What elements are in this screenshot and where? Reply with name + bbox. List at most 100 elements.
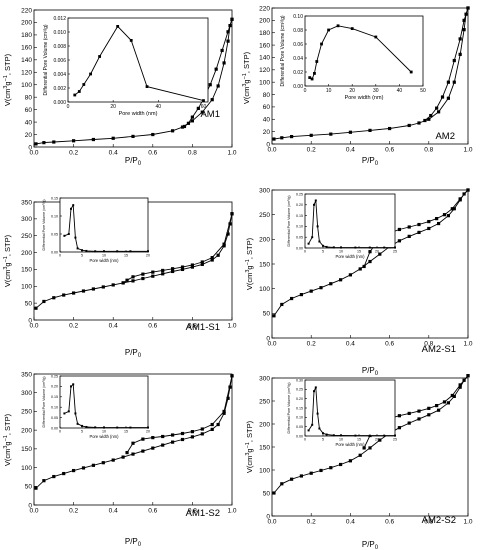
chart-panel: 0.0 0.2 0.4 0.6 0.8 1.00204060801001201401601… [242, 5, 473, 167]
inset-x-tick-label: 5 [322, 250, 324, 254]
data-point [458, 197, 462, 201]
data-point [182, 124, 187, 129]
y-tick-label: 200 [259, 421, 270, 428]
inset-data-point [81, 249, 83, 252]
data-point [190, 435, 194, 439]
data-point [407, 411, 411, 416]
data-point [440, 95, 445, 99]
inset-data-point [316, 412, 319, 415]
inset-x-tick-label: 10 [339, 438, 343, 442]
inset-data-point [307, 242, 310, 245]
data-point [466, 188, 470, 192]
x-tick-label: 0.8 [424, 519, 433, 526]
chart-panel: 0.0 0.2 0.4 0.6 0.8 1.00204060801001201401601… [3, 7, 237, 167]
y-axis-label-part: V(cm [242, 87, 251, 105]
data-point [42, 299, 46, 304]
inset-data-point [313, 203, 315, 206]
inset-data-point [327, 28, 330, 32]
inset-data-point [314, 386, 317, 389]
chart-panel: 0.0 0.2 0.4 0.6 0.8 1.0050100150200250300350P… [3, 371, 237, 548]
y-tick-label: 100 [21, 465, 32, 472]
inset-chart: 0 5 10 15 20 0.00 0.05 0.10 0.15 0.20 0.25 Pore wid… [42, 374, 150, 439]
data-point [196, 106, 200, 110]
data-point [466, 6, 470, 10]
inset-y-tick-label: 0.25 [51, 374, 58, 378]
data-point [429, 113, 433, 118]
data-point [171, 267, 175, 271]
y-tick-label: 140 [21, 57, 32, 64]
inset-chart: 0 20 40 60 0.000 0.002 0.004 0.006 0.008 0.010 0.0… [43, 16, 209, 117]
data-point [280, 482, 284, 486]
data-point [442, 213, 447, 217]
y-axis-label-superscript: 3 [245, 270, 251, 273]
x-axis-label-subscript: 0 [375, 371, 379, 377]
inset-x-tick-label: 15 [357, 250, 361, 254]
data-point [450, 393, 454, 398]
x-tick-label: 0.4 [109, 150, 118, 157]
data-point [190, 115, 194, 119]
y-axis-label-part: , STP) [3, 413, 12, 435]
data-point [407, 234, 411, 238]
data-point [72, 291, 76, 295]
inset-data-point [74, 412, 77, 415]
y-axis-label-part: g [3, 81, 12, 85]
inset-data-point [340, 246, 342, 249]
data-point [319, 286, 323, 290]
y-tick-label: 160 [21, 45, 32, 52]
data-point [319, 468, 323, 473]
x-tick-label: 0.8 [424, 147, 433, 154]
data-point [368, 259, 372, 264]
y-tick-label: 200 [21, 20, 32, 27]
x-tick-label: 0.6 [148, 508, 157, 515]
x-tick-label: 1.0 [227, 150, 236, 157]
inset-y-tick-label: 0.00 [51, 426, 58, 430]
inset-y-tick-label: 0.15 [51, 196, 58, 200]
data-point [362, 264, 366, 269]
y-tick-label: 120 [259, 67, 270, 74]
y-axis-label-superscript: 3 [3, 446, 9, 449]
x-tick-label: 0.8 [188, 323, 197, 330]
data-point [151, 436, 155, 440]
data-point [141, 276, 145, 281]
x-tick-label: 0.8 [188, 150, 197, 157]
data-point [450, 207, 454, 211]
data-point [427, 219, 431, 224]
data-point [151, 270, 155, 274]
x-axis-label: P/P0 [362, 540, 379, 550]
data-point [435, 217, 439, 221]
x-tick-label: 0.0 [29, 508, 38, 515]
inset-x-tick-label: 0 [59, 430, 61, 434]
x-axis-label: P/P0 [362, 366, 379, 377]
x-axis-label: P/P0 [125, 156, 142, 167]
inset-y-tick-label: 0.06 [293, 42, 303, 48]
data-point [208, 83, 212, 87]
data-point [280, 136, 284, 140]
y-tick-label: 300 [21, 216, 32, 223]
inset-x-axis-label: Pore width (nm) [345, 95, 384, 101]
plot-frame [33, 373, 233, 506]
y-axis-label-part: , STP) [3, 234, 12, 256]
y-tick-label: 250 [21, 409, 32, 416]
inset-x-tick-label: 0 [304, 88, 307, 94]
y-axis-label: V(cm3g−1, STP) [245, 420, 254, 473]
inset-background [305, 16, 423, 86]
data-point [210, 422, 214, 427]
y-tick-label: 150 [21, 267, 32, 274]
inset-data-point [89, 72, 92, 76]
data-point [417, 121, 421, 125]
y-tick-label: 0 [28, 317, 32, 324]
inset-data-point [320, 42, 323, 46]
y-axis-label-part: , STP) [245, 237, 254, 259]
inset-x-tick-label: 30 [373, 88, 379, 94]
x-tick-label: 0.0 [29, 323, 38, 330]
inset-data-point [94, 426, 97, 429]
data-point [437, 110, 441, 114]
data-point [180, 267, 185, 272]
data-point [72, 468, 76, 473]
inset-chart: 0 10 20 30 40 50 0.00 0.02 0.04 0.06 0.08 0.10 Pore … [280, 14, 426, 101]
x-axis-label-main: P/P [125, 348, 138, 357]
inset-plot-frame [304, 15, 424, 87]
data-point [42, 141, 46, 145]
inset-data-point [70, 385, 72, 388]
y-axis-label: V(cm3g−1, STP) [242, 51, 251, 104]
